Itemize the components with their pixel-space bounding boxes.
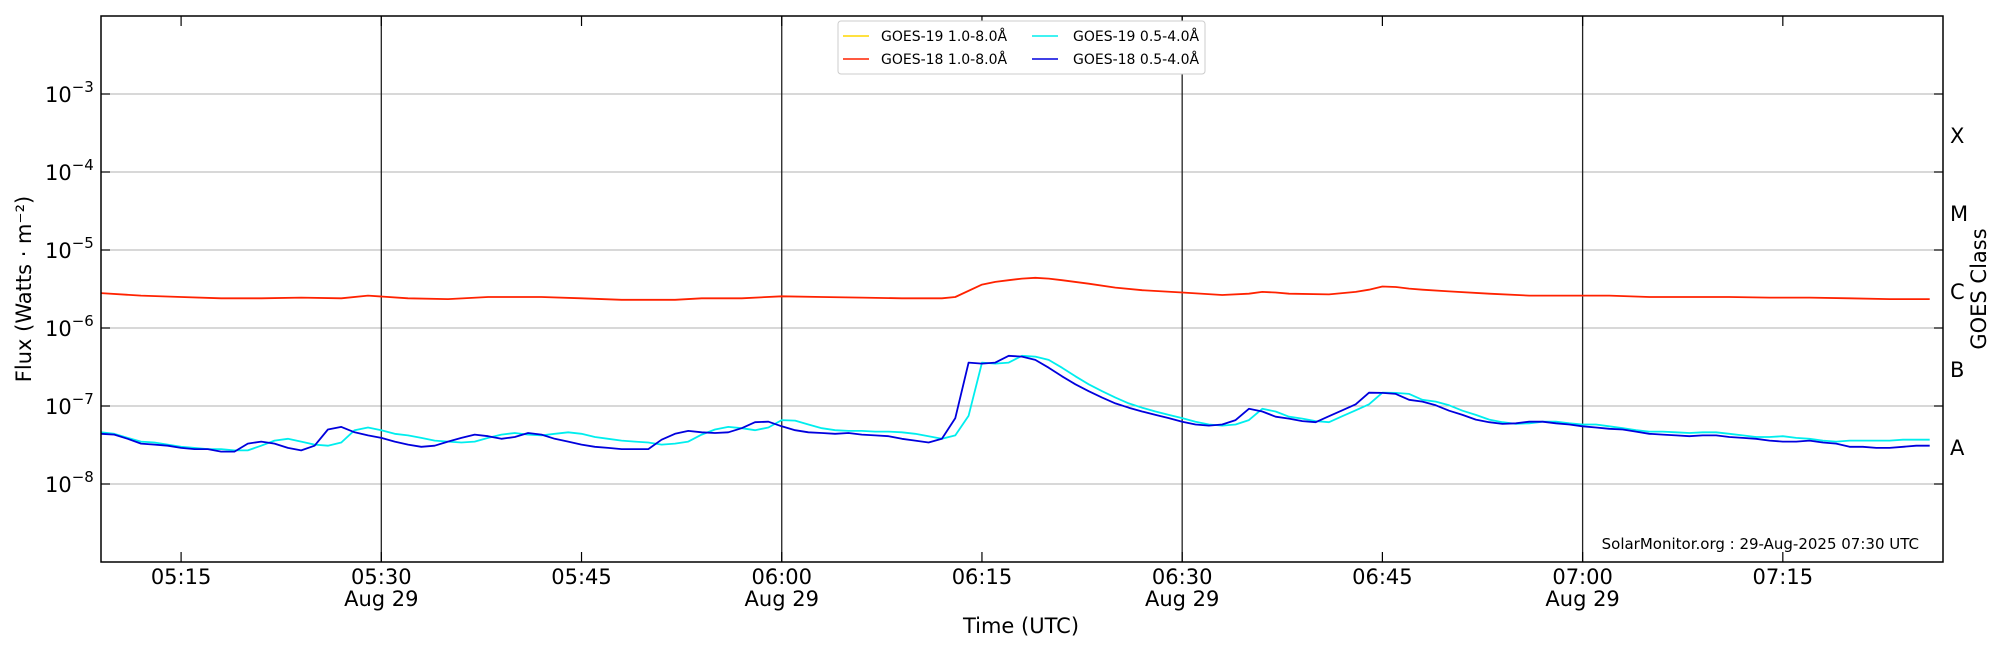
x-tick-sublabel-1: Aug 29 [344, 587, 418, 611]
y-tick-label-1: 10−7 [45, 390, 94, 419]
goes-class-A: A [1950, 436, 1965, 460]
y-tick-exponent-4: −4 [72, 156, 94, 174]
y-axis-label: Flux (Watts · m⁻²) [12, 196, 36, 382]
x-axis-label: Time (UTC) [962, 614, 1079, 638]
legend-label-goes18-short: GOES-18 0.5-4.0Å [1073, 51, 1199, 68]
y-tick-label-4: 10−4 [45, 156, 94, 185]
x-tick-label-6: 06:45 [1352, 565, 1413, 589]
x-tick-label-0: 05:15 [151, 565, 212, 589]
y-tick-exponent-1: −7 [72, 390, 94, 408]
legend-box [837, 20, 1206, 75]
y-tick-label-5: 10−3 [45, 78, 94, 107]
right-axis-label: GOES Class [1967, 228, 1991, 349]
vertical-day-lines [380, 16, 1584, 562]
grid-layer [101, 93, 1943, 485]
x-tick-label-5: 06:30 [1152, 565, 1213, 589]
x-tick-label-8: 07:15 [1753, 565, 1814, 589]
x-tick-label-1: 05:30 [351, 565, 412, 589]
y-tick-exponent-3: −5 [72, 234, 94, 252]
goes-class-labels: A B C M X [1950, 124, 1968, 460]
y-tick-label-2: 10−6 [45, 312, 94, 341]
goes-class-M: M [1950, 202, 1968, 226]
plot-area-frame [100, 15, 1944, 563]
goes-class-B: B [1950, 358, 1964, 382]
y-tick-exponent-2: −6 [72, 312, 94, 330]
y-tick-exponent-5: −3 [72, 78, 94, 96]
credit-text: SolarMonitor.org : 29-Aug-2025 07:30 UTC [1602, 535, 1919, 553]
x-tick-sublabel-3: Aug 29 [745, 587, 819, 611]
y-tick-exponent-0: −8 [72, 468, 94, 486]
series-line-2 [100, 354, 1930, 452]
series-line-3 [100, 354, 1930, 453]
x-tick-label-4: 06:15 [952, 565, 1013, 589]
series-layer [100, 276, 1930, 453]
y-axis-ticks: 10−8 10−7 10−6 10−5 10−4 10−3 [45, 78, 1943, 497]
legend: GOES-19 1.0-8.0Å GOES-18 1.0-8.0Å GOES-1… [837, 20, 1206, 75]
series-line-1 [100, 276, 1930, 301]
x-tick-label-3: 06:00 [751, 565, 812, 589]
y-tick-label-0: 10−8 [45, 468, 94, 497]
x-tick-sublabel-7: Aug 29 [1545, 587, 1619, 611]
x-tick-label-7: 07:00 [1552, 565, 1613, 589]
legend-label-goes19-short: GOES-19 0.5-4.0Å [1073, 28, 1199, 45]
legend-label-goes18-long: GOES-18 1.0-8.0Å [881, 51, 1007, 68]
x-tick-sublabel-5: Aug 29 [1145, 587, 1219, 611]
y-tick-label-3: 10−5 [45, 234, 94, 263]
legend-label-goes19-long: GOES-19 1.0-8.0Å [881, 28, 1007, 45]
x-tick-label-2: 05:45 [551, 565, 612, 589]
goes-class-C: C [1950, 280, 1965, 304]
goes-class-X: X [1950, 124, 1964, 148]
